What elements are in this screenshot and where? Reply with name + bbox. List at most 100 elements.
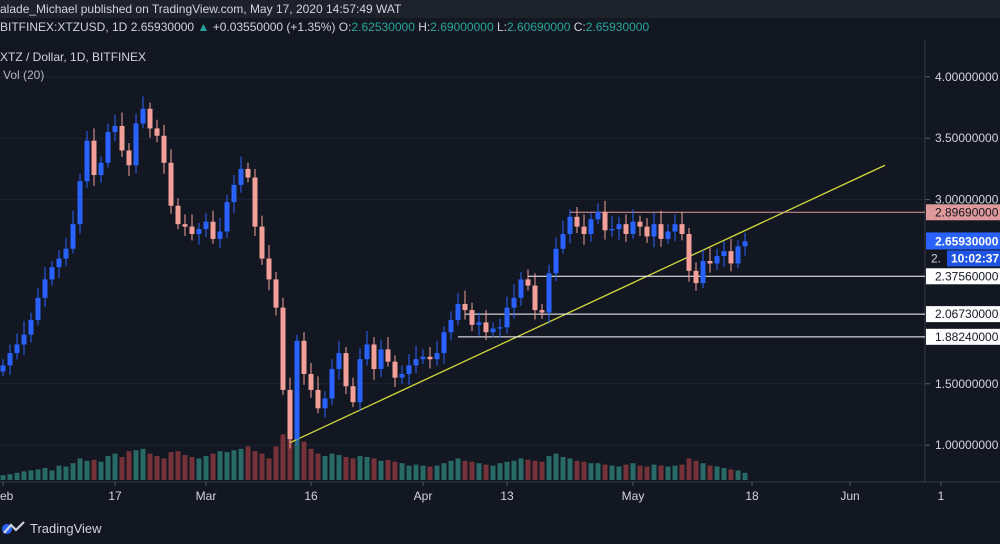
candle-body <box>525 279 531 286</box>
change-indicator: ▲ <box>197 20 210 34</box>
tradingview-icon <box>2 521 25 534</box>
volume-bar <box>91 459 97 480</box>
volume-bar <box>301 441 307 480</box>
volume-bar <box>616 466 622 480</box>
high-value: 2.69000000 <box>430 20 494 34</box>
tradingview-logo[interactable]: TradingView <box>0 517 102 539</box>
candle-body <box>658 224 664 239</box>
candle-body <box>238 168 244 185</box>
volume-bar <box>168 452 174 480</box>
volume-bar <box>539 461 545 480</box>
candle-body <box>420 356 426 360</box>
candle-body <box>637 221 643 227</box>
candle-body <box>161 135 167 163</box>
volume-bar <box>637 465 643 480</box>
volume-bar <box>231 450 237 480</box>
candle-body <box>574 216 580 227</box>
volume-bar <box>735 470 741 480</box>
candle-body <box>315 389 321 409</box>
volume-bar <box>77 458 83 480</box>
time-tick-label: Feb <box>0 489 14 503</box>
volume-bar <box>371 458 377 480</box>
volume-bar <box>644 466 650 480</box>
low-label: L: <box>496 20 507 34</box>
level-price-tag <box>926 306 1000 323</box>
volume-bar <box>280 434 286 480</box>
candle-body <box>42 279 48 298</box>
candle-body <box>602 211 608 231</box>
volume-bar <box>399 463 405 480</box>
ticker: BITFINEX:XTZUSD, 1D <box>0 20 128 34</box>
volume-bar <box>350 458 356 480</box>
candle-body <box>56 258 62 268</box>
volume-bar <box>707 465 713 480</box>
volume-bar <box>0 475 6 480</box>
volume-bar <box>525 459 531 480</box>
volume-bar <box>175 451 181 480</box>
candle-body <box>147 108 153 129</box>
candle-body <box>266 258 272 280</box>
volume-bar <box>651 464 657 480</box>
candle-body <box>518 279 524 298</box>
time-axis[interactable]: Feb 17 Mar 16 Apr 13 May 18 Jun 1 <box>0 482 945 503</box>
candle-body <box>588 219 594 234</box>
volume-bar <box>413 464 419 480</box>
volume-bar <box>252 451 258 480</box>
candle-body <box>735 246 741 264</box>
candle-body <box>483 322 489 333</box>
price-tick-label: 1.50000000 <box>935 377 999 391</box>
candle-body <box>105 132 111 163</box>
price-tick-label: 1.00000000 <box>935 438 999 452</box>
candle-body <box>553 248 559 274</box>
volume-bar <box>462 460 468 480</box>
price-tick-label: 3.50000000 <box>935 131 999 145</box>
candle-body <box>336 353 342 370</box>
candle-body <box>693 270 699 284</box>
time-tick-label: 1 <box>938 489 945 503</box>
volume-bar <box>154 456 160 480</box>
candle-body <box>140 108 146 124</box>
volume-bar <box>287 432 293 480</box>
level-price-label: 2.37560000 <box>935 269 999 283</box>
volume-bars <box>0 432 748 480</box>
volume-bar <box>245 446 251 480</box>
volume-bar <box>546 456 552 480</box>
candle-body <box>469 310 475 325</box>
candle-body <box>728 251 734 264</box>
drawing-lines[interactable] <box>289 164 925 444</box>
volume-bar <box>343 456 349 480</box>
volume-bar <box>182 455 188 480</box>
volume-bar <box>658 465 664 480</box>
volume-bar <box>224 452 230 480</box>
candle-body <box>448 319 454 333</box>
candle-body <box>581 226 587 234</box>
candle-body <box>630 221 636 234</box>
candle-body <box>434 353 440 360</box>
candle-body <box>427 356 433 360</box>
level-price-tag <box>926 204 1000 221</box>
volume-bar <box>434 465 440 480</box>
volume-bar <box>511 460 517 480</box>
volume-bar <box>49 470 55 480</box>
price-tick-label: 3.00000000 <box>935 193 999 207</box>
candle-body <box>35 297 41 320</box>
volume-bar <box>336 455 342 480</box>
candle-body <box>350 386 356 403</box>
candle-body <box>329 369 335 399</box>
time-tick-label: Mar <box>196 489 217 503</box>
volume-bar <box>210 453 216 480</box>
volume-bar <box>700 463 706 480</box>
candle-body <box>301 340 307 374</box>
candle-body <box>63 248 69 259</box>
candle-body <box>49 267 55 280</box>
volume-bar <box>567 458 573 480</box>
price-axis[interactable]: 4.00000000 3.50000000 3.00000000 1.50000000… <box>925 70 1000 452</box>
volume-bar <box>364 456 370 480</box>
candle-body <box>168 162 174 206</box>
candle-body <box>70 224 76 249</box>
candle-body <box>385 349 391 362</box>
candle-body <box>210 221 216 239</box>
volume-bar <box>42 468 48 480</box>
time-tick-label: 13 <box>500 489 514 503</box>
